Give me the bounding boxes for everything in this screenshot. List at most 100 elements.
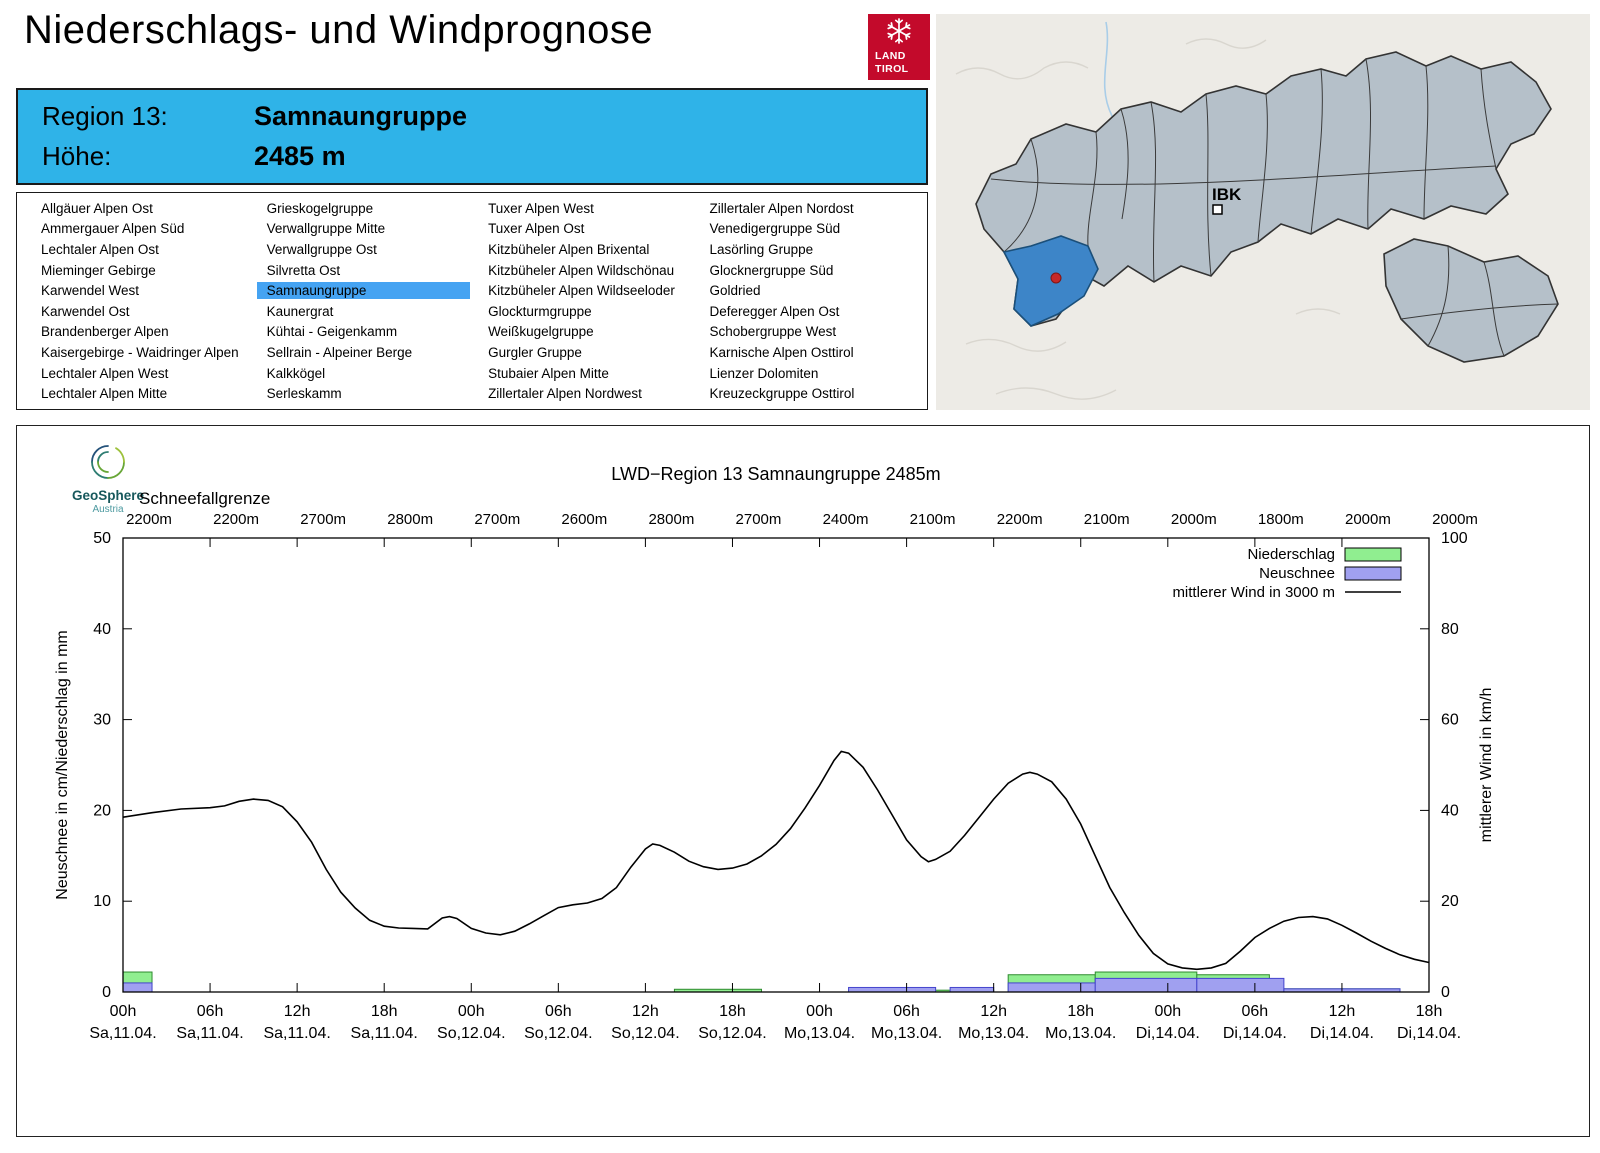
region-list-item[interactable]: Lasörling Gruppe (709, 241, 814, 257)
region-list-item[interactable]: Karwendel Ost (41, 303, 130, 319)
region-list-column: Zillertaler Alpen Nordost Venedigergruppe… (700, 198, 913, 404)
region-info-box: Region 13: Samnaungruppe Höhe: 2485 m (16, 88, 928, 185)
region-list-item[interactable]: Verwallgruppe Ost (266, 241, 377, 257)
region-list-item[interactable]: Stubaier Alpen Mitte (488, 365, 609, 381)
region-list-item[interactable]: Sellrain - Alpeiner Berge (266, 344, 413, 360)
region-list-item[interactable]: Verwallgruppe Mitte (266, 221, 386, 237)
legend-label: mittlerer Wind in 3000 m (1172, 584, 1335, 601)
snowline-value: 2400m (823, 511, 869, 528)
region-list-item[interactable]: Silvretta Ost (266, 262, 341, 278)
x-tick-date: Di,14.04. (1310, 1025, 1374, 1042)
y-left-axis-title: Neuschnee in cm/Niederschlag in mm (54, 630, 71, 899)
x-tick-time: 12h (632, 1003, 659, 1020)
region-list-item[interactable]: Lechtaler Alpen Ost (41, 241, 159, 257)
region-list-item[interactable]: Lechtaler Alpen Mitte (41, 386, 168, 402)
region-list-item[interactable]: Venedigergruppe Süd (709, 221, 841, 237)
region-list-item[interactable]: Weißkugelgruppe (488, 324, 594, 340)
region-list-item-selected[interactable]: Samnaungruppe (256, 282, 471, 300)
y-left-tick: 10 (93, 893, 111, 910)
region-list-item[interactable]: Kalkkögel (266, 365, 326, 381)
y-right-tick: 40 (1441, 802, 1459, 819)
region-list-item[interactable]: Kitzbüheler Alpen Wildseeloder (488, 283, 675, 299)
x-tick-time: 00h (806, 1003, 833, 1020)
neuschnee-bar (1196, 977, 1285, 993)
x-tick-date: Di,14.04. (1136, 1025, 1200, 1042)
x-tick-date: Mo,13.04. (871, 1025, 942, 1042)
y-right-tick: 20 (1441, 893, 1459, 910)
logo-text-tirol: TIROL (875, 62, 909, 75)
snowline-value: 1800m (1258, 511, 1304, 528)
region-list-item[interactable]: Goldried (709, 283, 761, 299)
region-list-item[interactable]: Brandenberger Alpen (41, 324, 169, 340)
y-right-tick: 100 (1441, 530, 1468, 547)
y-left-tick: 30 (93, 712, 111, 729)
y-right-tick: 80 (1441, 621, 1459, 638)
snowline-value: 2700m (474, 511, 520, 528)
region-list-item[interactable]: Tuxer Alpen West (488, 200, 594, 216)
plot-frame (122, 537, 1430, 993)
region-list-item[interactable]: Zillertaler Alpen Nordost (709, 200, 854, 216)
region-list-item[interactable]: Allgäuer Alpen Ost (41, 200, 153, 216)
region-list-item[interactable]: Kaisergebirge - Waidringer Alpen (41, 344, 239, 360)
region-list-item[interactable]: Kreuzeckgruppe Osttirol (709, 386, 855, 402)
x-tick-date: Sa,11.04. (176, 1025, 243, 1042)
samnaungruppe-region-shape (1002, 235, 1099, 327)
region-list-column: Allgäuer Alpen Ost Ammergauer Alpen Süd Le… (31, 198, 249, 404)
snowflake-icon (886, 18, 912, 44)
y-right-tick: 0 (1441, 984, 1450, 1001)
region-list-item[interactable]: Schobergruppe West (709, 324, 837, 340)
region-list-item[interactable]: Deferegger Alpen Ost (709, 303, 840, 319)
x-tick-time: 06h (893, 1003, 920, 1020)
y-left-tick: 40 (93, 621, 111, 638)
page-title: Niederschlags- und Windprognose (24, 8, 654, 52)
snowline-value: 2200m (126, 511, 172, 528)
region-list-item[interactable]: Gurgler Gruppe (488, 344, 582, 360)
tirol-map: IBK (936, 14, 1590, 410)
x-tick-date: So,12.04. (698, 1025, 767, 1042)
x-tick-time: 12h (1329, 1003, 1356, 1020)
snowline-value: 2200m (997, 511, 1043, 528)
land-tirol-logo-text: LAND TIROL (875, 50, 909, 75)
geosphere-name: GeoSphere (71, 488, 145, 503)
snowline-value: 2200m (213, 511, 259, 528)
x-tick-time: 06h (1242, 1003, 1269, 1020)
region-list-item[interactable]: Kühtai - Geigenkamm (266, 324, 398, 340)
y-left-tick: 50 (93, 530, 111, 547)
x-tick-time: 00h (458, 1003, 485, 1020)
x-tick-time: 18h (1416, 1003, 1443, 1020)
x-tick-time: 00h (1154, 1003, 1181, 1020)
region-list-item[interactable]: Serleskamm (266, 386, 342, 402)
x-tick-date: Mo,13.04. (784, 1025, 855, 1042)
geosphere-logo: GeoSphere Austria (53, 440, 163, 515)
snowline-value: 2700m (300, 511, 346, 528)
snowline-value: 2000m (1345, 511, 1391, 528)
legend-label: Neuschnee (1259, 565, 1335, 582)
region-list-item[interactable]: Ammergauer Alpen Süd (41, 221, 185, 237)
region-list-item[interactable]: Zillertaler Alpen Nordwest (488, 386, 642, 402)
region-list-item[interactable]: Karnische Alpen Osttirol (709, 344, 854, 360)
x-tick-date: So,12.04. (437, 1025, 506, 1042)
region-list-item[interactable]: Glockturmgruppe (488, 303, 592, 319)
wind-line (122, 750, 1430, 971)
region-list-item[interactable]: Kitzbüheler Alpen Brixental (488, 241, 650, 257)
region-list-item[interactable]: Kaunergrat (266, 303, 334, 319)
region-list-item[interactable]: Lechtaler Alpen West (41, 365, 169, 381)
region-list-item[interactable]: Glocknergruppe Süd (709, 262, 834, 278)
region-value: Samnaungruppe (254, 100, 468, 131)
altitude-value: 2485 m (254, 141, 346, 172)
region-list-item[interactable]: Mieminger Gebirge (41, 262, 156, 278)
region-list-item[interactable]: Tuxer Alpen Ost (488, 221, 585, 237)
region-list-item[interactable]: Kitzbüheler Alpen Wildschönau (488, 262, 675, 278)
region-list-column: Grieskogelgruppe Verwallgruppe Mitte Verwa… (256, 198, 471, 404)
x-tick-time: 12h (284, 1003, 311, 1020)
region-list-item[interactable]: Grieskogelgruppe (266, 200, 374, 216)
x-tick-time: 18h (371, 1003, 398, 1020)
neuschnee-bar (122, 982, 153, 993)
snowline-value: 2800m (387, 511, 433, 528)
x-tick-date: Mo,13.04. (1045, 1025, 1116, 1042)
snowline-value: 2700m (736, 511, 782, 528)
region-list-item[interactable]: Karwendel West (41, 283, 140, 299)
snowline-value: 2000m (1171, 511, 1217, 528)
region-list-item[interactable]: Lienzer Dolomiten (709, 365, 819, 381)
